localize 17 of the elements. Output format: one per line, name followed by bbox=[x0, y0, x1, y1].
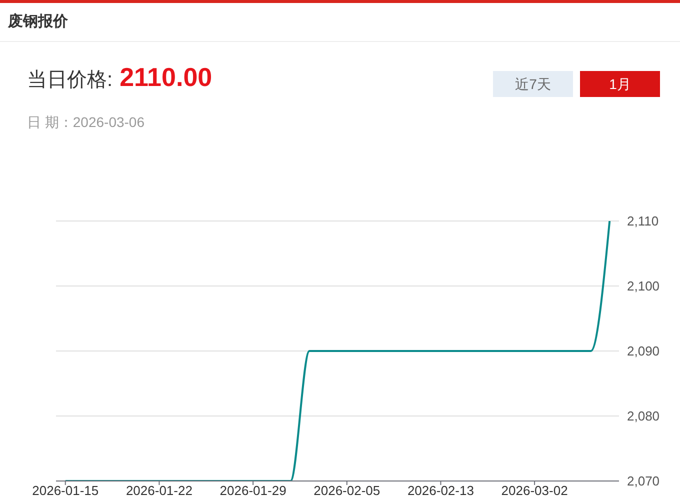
text: 2110.00 bbox=[120, 62, 212, 93]
chart-title: 废钢报价 bbox=[8, 13, 68, 30]
x-tick-label: 2026-02-05 bbox=[314, 483, 380, 498]
x-tick-label: 2026-02-13 bbox=[407, 483, 474, 498]
text: 日 期：2026-03-06 bbox=[27, 114, 145, 130]
text: 当日价格: bbox=[27, 68, 113, 93]
x-tick-label: 2026-01-29 bbox=[220, 483, 286, 498]
x-tick-label: 2026-01-15 bbox=[32, 483, 99, 498]
y-tick-label: 2,110 bbox=[627, 214, 659, 229]
y-tick-label: 2,070 bbox=[627, 474, 660, 489]
x-tick-label: 2026-03-02 bbox=[501, 483, 568, 498]
y-tick-label: 2,090 bbox=[627, 344, 660, 359]
period-button: 近7天 bbox=[493, 71, 573, 97]
x-tick-label: 2026-01-22 bbox=[126, 483, 192, 498]
period-button: 1月 bbox=[580, 71, 660, 97]
y-tick-label: 2,080 bbox=[627, 408, 660, 424]
y-tick-label: 2,100 bbox=[627, 278, 660, 294]
